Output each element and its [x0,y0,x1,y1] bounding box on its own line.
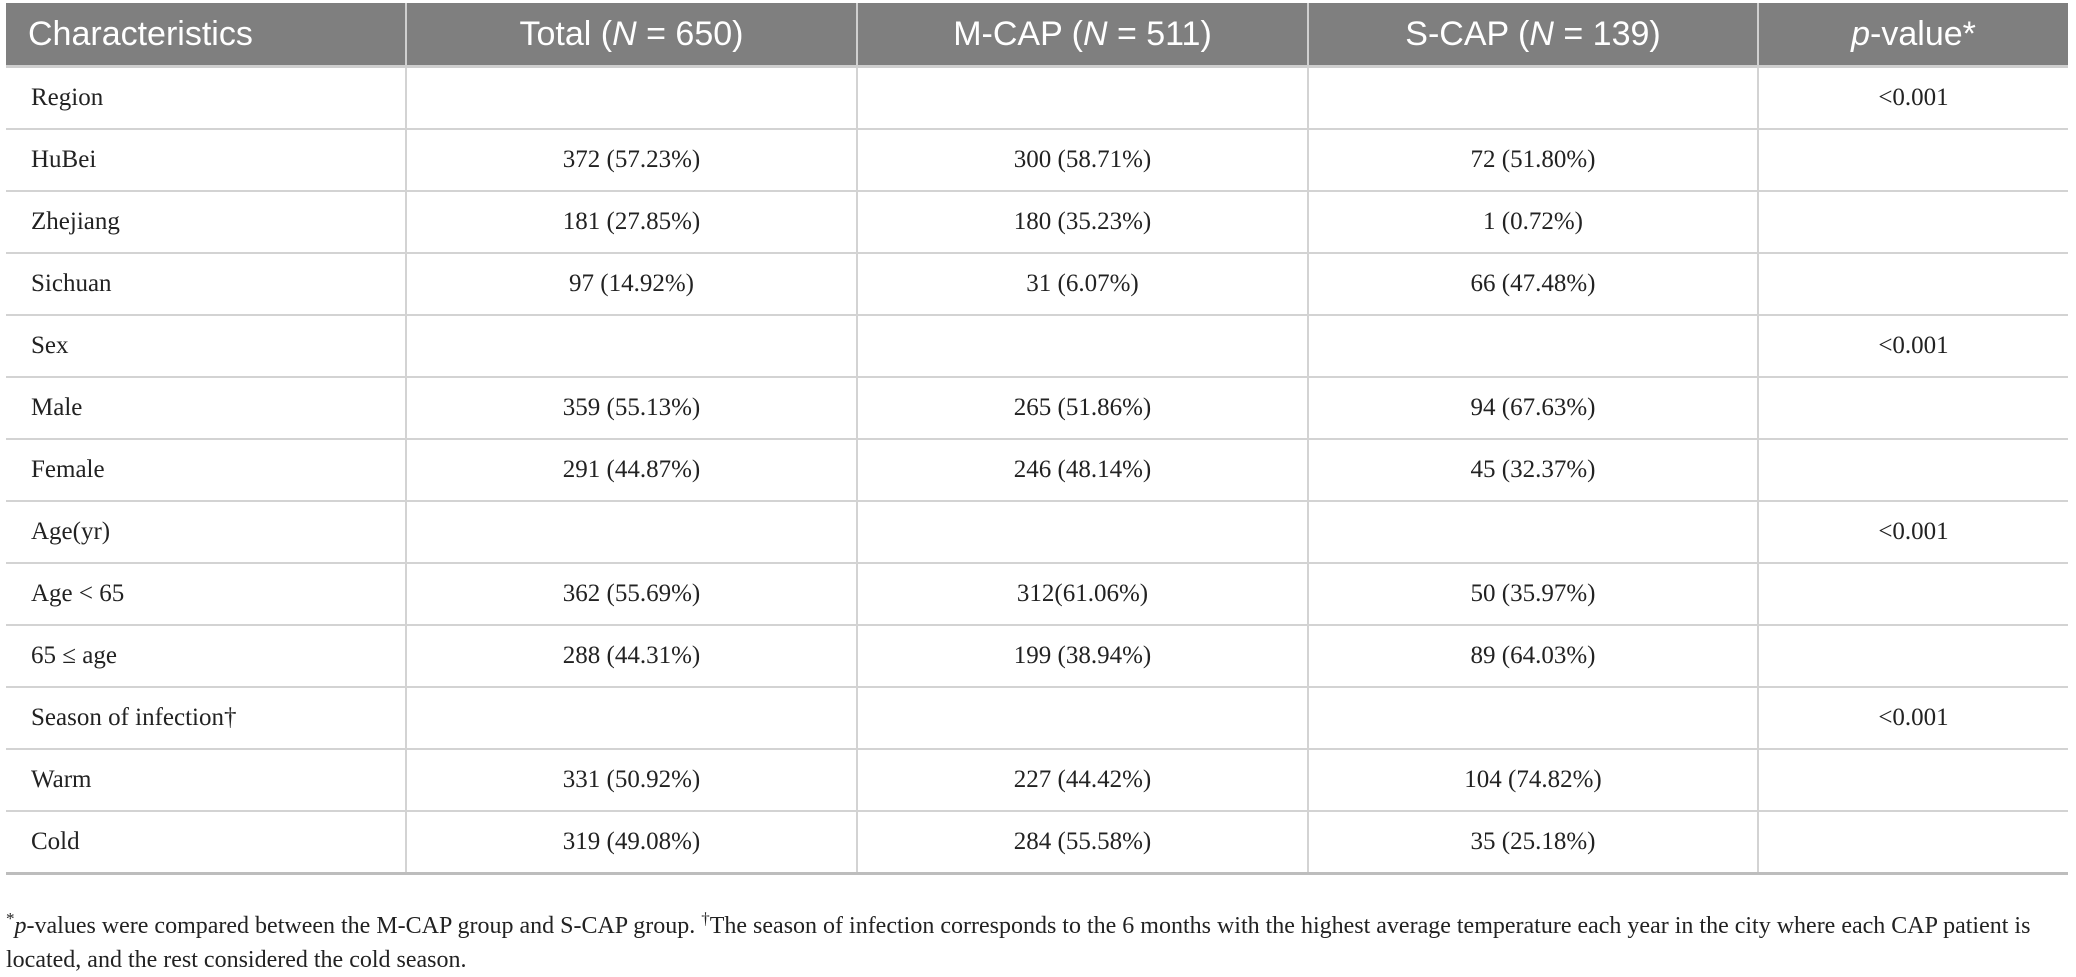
cell-p-value [1758,129,2068,192]
cell-s-cap: 94 (67.63%) [1308,377,1759,440]
dagger-mark: † [701,909,710,928]
row-label: Warm [6,749,407,812]
table-row: Warm 331 (50.92%) 227 (44.42%) 104 (74.82%) [6,749,2068,812]
header-p-value: p-value* [1758,3,2068,68]
header-s-cap: S-CAP (N = 139) [1308,3,1759,68]
cell-m-cap: 284 (55.58%) [857,811,1309,875]
cell-m-cap: 265 (51.86%) [857,377,1309,440]
cell-p-value [1758,377,2068,440]
footnote-text-1: -values were compared between the M-CAP … [26,913,702,939]
cell-p-value [1758,439,2068,502]
cell-s-cap [1308,687,1759,750]
cell-p-value [1758,749,2068,812]
cell-total [406,687,858,750]
row-label: Age(yr) [6,501,407,564]
table-row: Male 359 (55.13%) 265 (51.86%) 94 (67.63%) [6,377,2068,440]
table-container: Characteristics Total (N = 650) M-CAP (N… [6,3,2068,875]
row-label: HuBei [6,129,407,192]
cell-p-value: <0.001 [1758,501,2068,564]
cell-total: 291 (44.87%) [406,439,858,502]
cell-s-cap: 1 (0.72%) [1308,191,1759,254]
table-row: Sichuan 97 (14.92%) 31 (6.07%) 66 (47.48%) [6,253,2068,316]
table-row: HuBei 372 (57.23%) 300 (58.71%) 72 (51.80%) [6,129,2068,192]
cell-m-cap: 180 (35.23%) [857,191,1309,254]
table-row: Sex <0.001 [6,315,2068,378]
row-label: Region [6,66,407,130]
cell-total: 319 (49.08%) [406,811,858,875]
cell-m-cap: 31 (6.07%) [857,253,1309,316]
cell-m-cap [857,501,1309,564]
cell-s-cap: 50 (35.97%) [1308,563,1759,626]
star-mark: * [6,909,15,928]
cell-m-cap: 300 (58.71%) [857,129,1309,192]
row-label: Female [6,439,407,502]
cell-p-value: <0.001 [1758,66,2068,130]
cell-total [406,66,858,130]
cell-s-cap: 89 (64.03%) [1308,625,1759,688]
characteristics-table: Characteristics Total (N = 650) M-CAP (N… [6,3,2068,875]
cell-s-cap [1308,66,1759,130]
cell-total: 359 (55.13%) [406,377,858,440]
row-label: Cold [6,811,407,875]
row-label: 65 ≤ age [6,625,407,688]
cell-m-cap [857,315,1309,378]
p-italic: p [14,913,27,939]
cell-total: 97 (14.92%) [406,253,858,316]
cell-m-cap [857,66,1309,130]
cell-m-cap: 199 (38.94%) [857,625,1309,688]
table-row: 65 ≤ age 288 (44.31%) 199 (38.94%) 89 (64.0… [6,625,2068,688]
table-row: Female 291 (44.87%) 246 (48.14%) 45 (32.37%… [6,439,2068,502]
cell-s-cap: 35 (25.18%) [1308,811,1759,875]
cell-total: 181 (27.85%) [406,191,858,254]
table-row: Cold 319 (49.08%) 284 (55.58%) 35 (25.18%) [6,811,2068,875]
cell-m-cap: 227 (44.42%) [857,749,1309,812]
row-label: Age < 65 [6,563,407,626]
cell-p-value [1758,563,2068,626]
cell-s-cap: 104 (74.82%) [1308,749,1759,812]
cell-p-value: <0.001 [1758,315,2068,378]
row-label: Sichuan [6,253,407,316]
cell-m-cap: 246 (48.14%) [857,439,1309,502]
cell-total [406,315,858,378]
cell-total: 288 (44.31%) [406,625,858,688]
table-row: Season of infection† <0.001 [6,687,2068,750]
cell-m-cap [857,687,1309,750]
header-characteristics: Characteristics [6,3,407,68]
header-total: Total (N = 650) [406,3,858,68]
table-footnote: *p-values were compared between the M-CA… [6,902,2068,977]
row-label: Sex [6,315,407,378]
table-row: Region <0.001 [6,66,2068,130]
table-row: Age(yr) <0.001 [6,501,2068,564]
table-row: Zhejiang 181 (27.85%) 180 (35.23%) 1 (0.72%… [6,191,2068,254]
cell-p-value [1758,625,2068,688]
cell-m-cap: 312(61.06%) [857,563,1309,626]
cell-s-cap [1308,315,1759,378]
cell-s-cap: 45 (32.37%) [1308,439,1759,502]
cell-total: 372 (57.23%) [406,129,858,192]
cell-total: 362 (55.69%) [406,563,858,626]
footnote-text-2: The season of infection corresponds to t… [6,913,2031,973]
table-header-row: Characteristics Total (N = 650) M-CAP (N… [6,3,2068,68]
cell-p-value: <0.001 [1758,687,2068,750]
cell-s-cap: 72 (51.80%) [1308,129,1759,192]
cell-s-cap: 66 (47.48%) [1308,253,1759,316]
cell-total: 331 (50.92%) [406,749,858,812]
row-label: Season of infection† [6,687,407,750]
cell-p-value [1758,253,2068,316]
table-row: Age < 65 362 (55.69%) 312(61.06%) 50 (35.97… [6,563,2068,626]
cell-s-cap [1308,501,1759,564]
header-m-cap: M-CAP (N = 511) [857,3,1309,68]
row-label: Male [6,377,407,440]
cell-p-value [1758,811,2068,875]
row-label: Zhejiang [6,191,407,254]
cell-p-value [1758,191,2068,254]
cell-total [406,501,858,564]
